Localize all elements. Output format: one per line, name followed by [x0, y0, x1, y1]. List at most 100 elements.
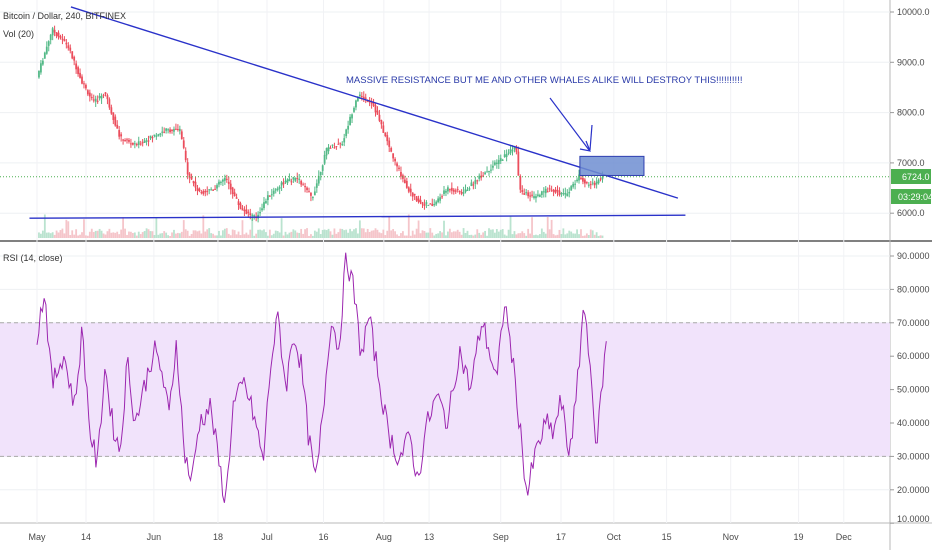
candle-body	[225, 178, 228, 180]
volume-bar	[98, 228, 101, 238]
volume-bar	[173, 229, 175, 238]
rsi-axis[interactable]: 90.0000 80.0000 70.0000 60.0000 50.0000 40.00…	[890, 251, 930, 524]
annotation-arrow-left[interactable]	[549, 97, 590, 151]
volume-bar	[490, 229, 492, 238]
resistance-trendline[interactable]	[70, 6, 679, 199]
candle-body	[425, 202, 428, 205]
candle-body	[85, 84, 87, 89]
volume-bar	[550, 219, 553, 238]
candle-body	[554, 189, 557, 193]
volume-bar	[392, 229, 395, 238]
resistance-box[interactable]	[579, 155, 645, 176]
candle-body	[382, 125, 385, 133]
candle-body	[341, 143, 344, 145]
candle-body	[533, 196, 535, 198]
candle-body	[186, 162, 189, 175]
candle-body	[130, 143, 132, 145]
time-tick-label: Aug	[376, 532, 392, 542]
candle-body	[198, 188, 201, 192]
volume-bar	[239, 235, 242, 238]
volume-bar	[235, 234, 238, 238]
volume-bar	[249, 229, 252, 238]
candle-body	[288, 178, 291, 182]
candle-body	[265, 201, 267, 204]
volume-bar	[454, 231, 457, 238]
volume-bar	[587, 235, 590, 238]
candle-body	[75, 63, 78, 70]
candle-body	[513, 146, 516, 150]
volume-bar	[339, 228, 342, 238]
volume-bar	[143, 231, 146, 238]
candle-body	[319, 171, 322, 176]
candle-body	[472, 184, 475, 186]
candle-body	[110, 107, 113, 114]
candle-body	[149, 135, 152, 139]
volume-bar	[67, 221, 70, 238]
candle-body	[122, 139, 124, 141]
volume-bar	[286, 234, 289, 238]
volume-bar	[139, 234, 142, 238]
volume-bar	[501, 229, 504, 238]
candle-body	[241, 208, 244, 211]
volume-bar	[472, 235, 475, 238]
volume-bar	[218, 230, 220, 238]
volume-bar	[220, 235, 222, 238]
volume-bar	[251, 216, 254, 238]
annotation-arrow-right[interactable]	[589, 124, 593, 151]
candle-body	[227, 181, 230, 184]
candle-body	[282, 182, 285, 185]
volume-bar	[407, 214, 410, 238]
support-trendline[interactable]	[29, 214, 686, 219]
candle-body	[243, 209, 246, 212]
annotation-arrowhead[interactable]	[579, 140, 591, 152]
candle-body	[126, 139, 128, 141]
volume-bar	[345, 229, 348, 238]
candle-body	[180, 131, 183, 140]
volume-bar	[474, 234, 477, 238]
volume-bar	[523, 233, 526, 238]
volume-bar	[214, 235, 216, 238]
volume-bar	[266, 235, 269, 238]
candle-body	[331, 144, 334, 146]
candle-body	[221, 179, 224, 182]
candle-body	[390, 147, 393, 152]
volume-bar	[102, 233, 105, 238]
volume-bar	[265, 232, 267, 238]
volume-bar	[131, 232, 134, 238]
volume-bar	[188, 235, 191, 238]
volume-bar	[94, 230, 97, 238]
volume-bar	[437, 233, 440, 238]
volume-bar	[574, 233, 577, 238]
candle-body	[151, 137, 154, 139]
volume-bar	[284, 231, 287, 238]
candle-body	[464, 189, 467, 192]
volume-bar	[537, 235, 539, 238]
volume-legend[interactable]: Vol (20)	[3, 29, 34, 39]
candle-body	[441, 196, 443, 198]
annotation-text[interactable]: MASSIVE RESISTANCE BUT ME AND OTHER WHAL…	[346, 75, 742, 86]
volume-bar	[597, 235, 600, 238]
volume-bar	[419, 233, 422, 238]
symbol-legend[interactable]: Bitcoin / Dollar, 240, BITFINEX	[3, 11, 126, 21]
candle-body	[394, 158, 396, 162]
candle-body	[560, 193, 563, 195]
candle-body	[468, 188, 471, 190]
price-tick-label: 7000.0	[897, 158, 925, 168]
volume-bar	[353, 229, 355, 238]
volume-bar	[169, 235, 171, 238]
candle-body	[333, 147, 336, 149]
time-tick-label: May	[28, 532, 46, 542]
volume-bar	[515, 234, 518, 238]
price-axis[interactable]: 10000.0 9000.0 8000.0 7000.0 6000.0	[890, 7, 930, 218]
candle-body	[572, 183, 575, 187]
volume-bar	[171, 232, 173, 238]
time-axis[interactable]: May 14 Jun 18 Jul 16 Aug 13 Sep 17 Oct 15 Nov 19 Dec	[28, 532, 852, 542]
candle-body	[218, 181, 220, 185]
rsi-legend[interactable]: RSI (14, close)	[3, 253, 63, 263]
candle-body	[398, 167, 400, 169]
candle-body	[61, 38, 64, 40]
drawing-layer[interactable]	[29, 6, 686, 219]
rsi-tick-label: 60.0000	[897, 351, 930, 361]
volume-bar	[257, 229, 260, 238]
